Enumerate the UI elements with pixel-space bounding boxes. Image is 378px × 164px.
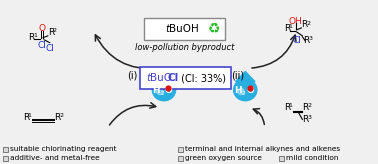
Ellipse shape: [238, 89, 244, 94]
Text: O: O: [165, 86, 173, 95]
Text: (i): (i): [127, 70, 137, 80]
Text: R: R: [23, 113, 29, 122]
Text: Cl: Cl: [45, 44, 54, 53]
Text: t: t: [147, 73, 151, 83]
Text: R: R: [54, 113, 61, 122]
Text: BuO: BuO: [150, 73, 172, 83]
Text: additive- and metal-free: additive- and metal-free: [10, 155, 100, 161]
Text: H: H: [152, 86, 160, 95]
Text: 2: 2: [306, 20, 310, 26]
Text: Cl: Cl: [37, 41, 46, 50]
Ellipse shape: [234, 79, 257, 101]
Text: 3: 3: [307, 115, 311, 120]
Text: 1: 1: [289, 103, 293, 108]
FancyBboxPatch shape: [3, 156, 8, 161]
Text: R: R: [28, 33, 35, 42]
Text: 2: 2: [59, 113, 64, 118]
Text: (ii): (ii): [231, 70, 244, 80]
FancyBboxPatch shape: [3, 147, 8, 152]
Text: terminal and internal alkynes and alkenes: terminal and internal alkynes and alkene…: [185, 146, 340, 152]
FancyBboxPatch shape: [178, 156, 183, 161]
Text: 2: 2: [161, 91, 164, 96]
Text: 1: 1: [28, 113, 31, 118]
Text: 3: 3: [308, 36, 312, 41]
FancyBboxPatch shape: [140, 67, 231, 89]
Text: R: R: [303, 36, 310, 45]
Text: suitable chlorinating reagent: suitable chlorinating reagent: [10, 146, 116, 152]
Text: 2: 2: [53, 28, 57, 33]
Text: R: R: [301, 20, 308, 30]
Text: mild condition: mild condition: [286, 155, 338, 161]
Text: H: H: [234, 86, 242, 95]
Text: low-pollution byproduct: low-pollution byproduct: [135, 43, 234, 52]
Polygon shape: [154, 72, 174, 82]
Text: Cl: Cl: [292, 36, 301, 45]
Text: 1: 1: [289, 24, 293, 30]
Text: R: R: [302, 115, 308, 124]
Text: 1: 1: [33, 33, 37, 38]
Text: t: t: [165, 24, 169, 34]
Text: R: R: [284, 24, 290, 33]
Text: ♻: ♻: [208, 22, 220, 36]
FancyBboxPatch shape: [279, 156, 284, 161]
Ellipse shape: [152, 79, 175, 101]
FancyBboxPatch shape: [144, 18, 225, 40]
Text: OH: OH: [289, 17, 302, 26]
FancyBboxPatch shape: [178, 147, 183, 152]
Text: green oxygen source: green oxygen source: [185, 155, 262, 161]
Polygon shape: [235, 72, 255, 82]
Text: O: O: [39, 24, 45, 33]
Text: R: R: [302, 103, 308, 112]
Text: (Cl: 33%): (Cl: 33%): [178, 73, 226, 83]
Text: 2: 2: [242, 91, 246, 96]
Text: BuOH: BuOH: [169, 24, 198, 34]
Ellipse shape: [156, 89, 163, 94]
Text: 2: 2: [307, 103, 311, 108]
Text: R: R: [48, 28, 54, 37]
Text: R: R: [284, 103, 290, 112]
Text: Cl: Cl: [168, 73, 179, 83]
Text: O: O: [246, 86, 254, 95]
